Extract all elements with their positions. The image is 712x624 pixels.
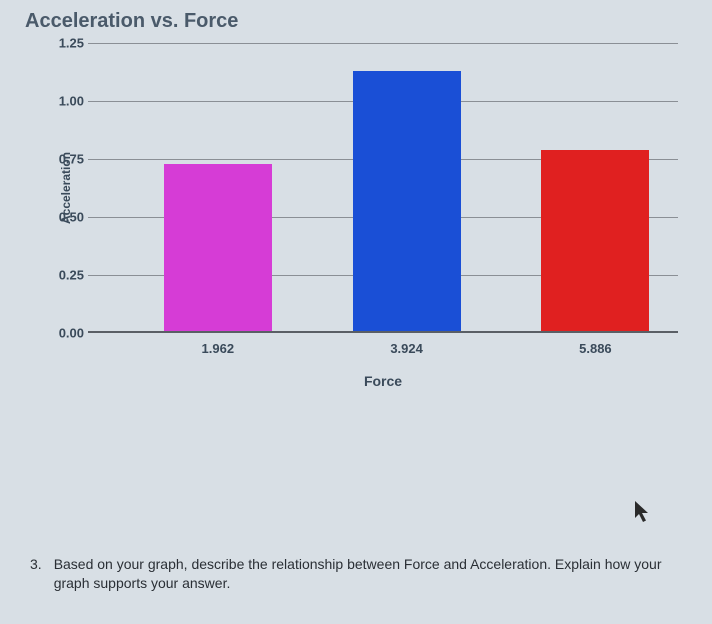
y-tick-label: 0.75: [44, 152, 84, 167]
bar: [353, 71, 461, 333]
y-tick-label: 1.25: [44, 36, 84, 51]
x-axis-label: Force: [364, 373, 402, 389]
x-tick-label: 3.924: [390, 341, 423, 356]
x-tick-label: 5.886: [579, 341, 612, 356]
y-tick-label: 0.00: [44, 326, 84, 341]
chart-container: Acceleration vs. Force Acceleration 0.00…: [20, 10, 700, 430]
y-tick-label: 1.00: [44, 94, 84, 109]
bars: [88, 43, 678, 333]
mouse-cursor-icon: [634, 500, 652, 524]
bar: [164, 164, 272, 333]
y-tick-label: 0.50: [44, 210, 84, 225]
x-tick-label: 1.962: [202, 341, 235, 356]
chart-title: Acceleration vs. Force: [25, 10, 700, 33]
plot-area: Acceleration 0.000.250.500.751.001.25 1.…: [88, 43, 678, 333]
question-number: 3.: [30, 555, 42, 594]
x-axis-baseline: [88, 331, 678, 333]
question-block: 3. Based on your graph, describe the rel…: [30, 555, 672, 594]
question-text: Based on your graph, describe the relati…: [54, 555, 672, 594]
y-tick-label: 0.25: [44, 268, 84, 283]
bar: [541, 150, 649, 333]
